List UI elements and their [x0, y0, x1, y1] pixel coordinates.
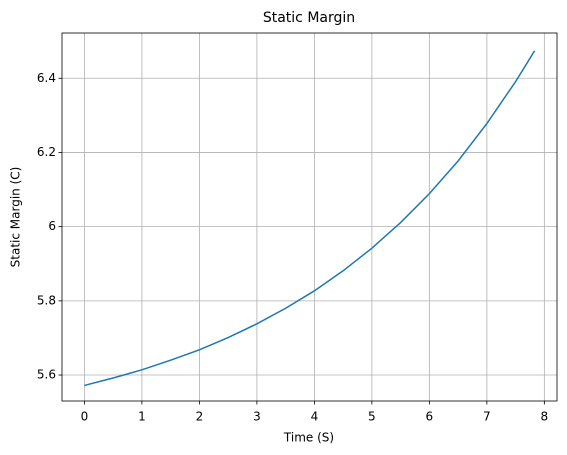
- y-axis-label: Static Margin (C): [9, 167, 23, 268]
- x-tick-label: 1: [138, 410, 146, 424]
- x-tick-label: 4: [311, 410, 319, 424]
- y-tick-label: 6.2: [37, 145, 56, 159]
- plot-frame: [61, 32, 558, 402]
- chart-title: Static Margin: [263, 10, 355, 26]
- y-tick-label: 6.4: [37, 71, 56, 85]
- x-tick-label: 5: [368, 410, 376, 424]
- x-tick-label: 6: [426, 410, 434, 424]
- y-tick-label: 5.6: [37, 368, 56, 382]
- x-axis-label: Time (S): [283, 431, 334, 445]
- y-tick-label: 5.8: [37, 293, 56, 307]
- y-tick-label: 6: [48, 219, 56, 233]
- x-tick-label: 3: [253, 410, 261, 424]
- x-tick-label: 7: [483, 410, 491, 424]
- data-line: [84, 50, 536, 387]
- x-tick-label: 0: [81, 410, 89, 424]
- x-tick-label: 2: [196, 410, 204, 424]
- x-tick-label: 8: [541, 410, 549, 424]
